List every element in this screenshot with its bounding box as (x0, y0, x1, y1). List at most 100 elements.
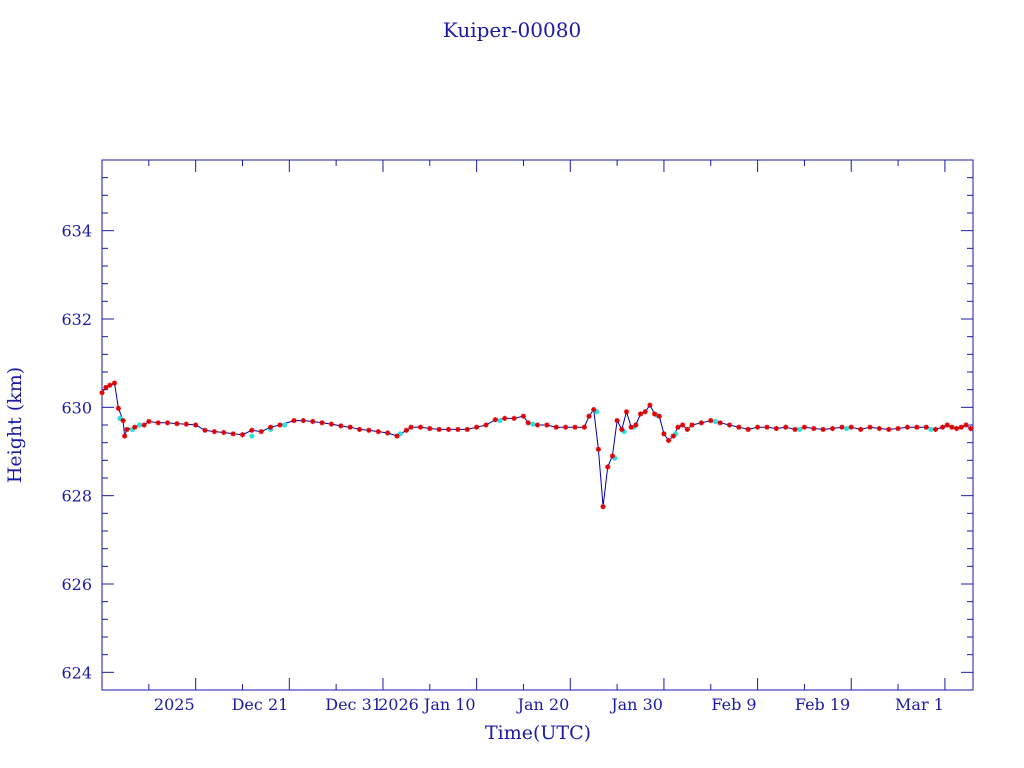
data-point-dot (282, 422, 288, 428)
data-point-dot (136, 422, 143, 428)
data-point-star (726, 422, 733, 428)
data-point-star (164, 420, 171, 426)
y-tick-label: 634 (61, 222, 92, 241)
data-point-star (230, 431, 236, 437)
data-point-star (829, 425, 836, 432)
data-point-dot (797, 426, 803, 433)
data-point-star (99, 390, 105, 396)
data-point-star (277, 422, 283, 428)
data-point-star (858, 426, 864, 433)
data-point-star (520, 413, 527, 419)
data-point-star (464, 426, 470, 433)
data-point-star (670, 433, 676, 439)
data-point-star (754, 424, 761, 430)
data-point-star (675, 424, 681, 430)
data-point-star (939, 424, 946, 430)
data-point-star (310, 418, 316, 425)
data-point-star (708, 417, 714, 424)
data-point-star (600, 504, 606, 510)
data-point-star (502, 415, 508, 421)
data-point-star (811, 425, 817, 432)
data-point-star (107, 382, 113, 388)
data-point-star (876, 425, 882, 432)
data-point-star (745, 426, 751, 433)
data-point-star (904, 424, 911, 430)
data-point-star (174, 421, 180, 427)
y-tick-labels: 624 626 628 630 632 634 (61, 222, 92, 683)
x-tick-label: 2026 Jan 10 (378, 695, 476, 714)
data-point-star (895, 425, 901, 432)
data-point-star (698, 420, 704, 426)
x-tick-label: Dec 21 (232, 695, 289, 714)
data-point-star (949, 424, 955, 430)
data-point-star (122, 433, 128, 439)
x-tick-label: 2025 (154, 695, 195, 714)
x-tick-label: Mar 1 (895, 695, 944, 714)
data-point-dot (712, 418, 719, 425)
x-tick-label: Jan 30 (609, 695, 663, 714)
data-point-star (124, 426, 130, 433)
data-point-star (637, 411, 644, 417)
data-point-star (455, 426, 461, 433)
data-point-star (792, 426, 798, 433)
data-point-star (867, 424, 873, 430)
data-point-star (642, 409, 648, 415)
x-axis-label: Time(UTC) (485, 722, 591, 744)
data-point-star (366, 427, 372, 433)
data-point-star (408, 424, 414, 430)
data-point-star (474, 424, 480, 430)
data-point-star (221, 429, 227, 436)
data-point-dot (497, 417, 503, 424)
data-point-star (595, 446, 601, 452)
data-point-star (633, 422, 639, 428)
data-point-star (886, 426, 892, 433)
data-point-star (623, 409, 630, 415)
data-point-star (291, 417, 297, 424)
data-point-star (591, 406, 597, 413)
data-point-star (689, 422, 695, 428)
data-point-star (267, 424, 274, 430)
height-series-markers (99, 380, 974, 510)
data-point-star (258, 429, 264, 435)
data-point-star (511, 415, 517, 421)
data-point-star (963, 422, 969, 428)
data-point-star (239, 432, 246, 438)
y-tick-label: 628 (61, 487, 92, 506)
data-point-star (954, 425, 960, 432)
data-point-star (553, 424, 559, 430)
axis-ticks (102, 159, 973, 691)
y-tick-label: 626 (61, 575, 92, 594)
data-point-star (783, 424, 789, 430)
y-tick-label: 630 (61, 398, 92, 417)
data-point-star (356, 426, 363, 433)
data-point-star (427, 425, 433, 432)
data-point-star (562, 424, 569, 430)
data-point-star (193, 422, 199, 428)
data-point-star (544, 422, 550, 428)
x-tick-label: Feb 9 (711, 695, 756, 714)
data-point-star (958, 424, 964, 430)
data-point-star (609, 453, 616, 459)
data-point-star (820, 426, 826, 433)
data-point-star (338, 423, 344, 429)
data-point-star (534, 422, 541, 428)
data-point-star (801, 424, 808, 430)
x-tick-label: Feb 19 (795, 695, 850, 714)
x-tick-label: Dec 31 (325, 695, 382, 714)
data-point-star (914, 424, 920, 430)
data-point-star (141, 422, 147, 428)
data-point-star (619, 426, 625, 433)
data-point-star (848, 424, 854, 430)
data-point-dot (530, 421, 536, 427)
data-point-star (968, 425, 974, 432)
data-point-star (586, 413, 592, 419)
data-point-star (319, 420, 325, 426)
data-point-star (736, 424, 742, 430)
data-point-star (572, 424, 578, 430)
data-point-star (120, 417, 126, 424)
x-tick-label: Jan 20 (516, 695, 570, 714)
chart-title: Kuiper-00080 (443, 18, 581, 42)
data-point-star (146, 418, 152, 425)
